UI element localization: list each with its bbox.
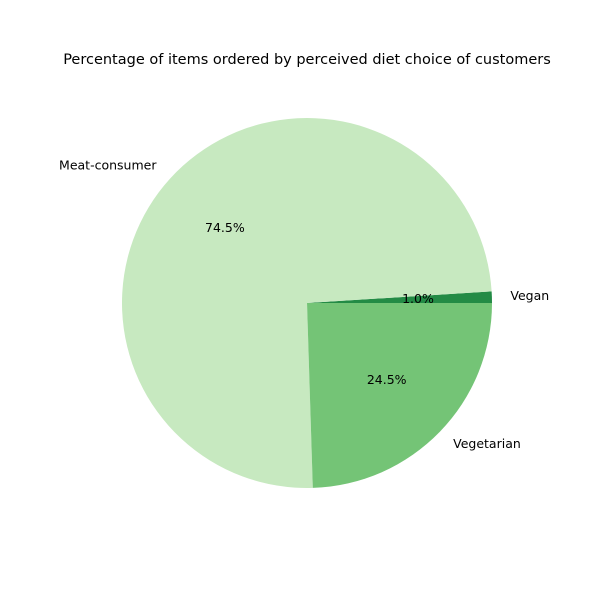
chart-title: Percentage of items ordered by perceived… xyxy=(63,52,551,68)
slice-label-vegan: Vegan xyxy=(510,288,549,303)
pie-slice-meat-consumer xyxy=(121,118,492,489)
slice-label-vegetarian: Vegetarian xyxy=(453,436,521,451)
slice-percent-vegan: 1.0% xyxy=(402,291,434,306)
slice-percent-vegetarian: 24.5% xyxy=(367,372,407,387)
slice-percent-meat-consumer: 74.5% xyxy=(205,220,245,235)
pie-slices xyxy=(121,118,492,489)
pie-slice-vegetarian xyxy=(307,303,492,488)
pie-slice-vegan xyxy=(307,291,492,303)
slice-label-meat-consumer: Meat-consumer xyxy=(59,158,157,173)
pie-labels: Vegan 1.0% Meat-consumer 74.5% Vegetarian 24.… xyxy=(59,158,549,452)
